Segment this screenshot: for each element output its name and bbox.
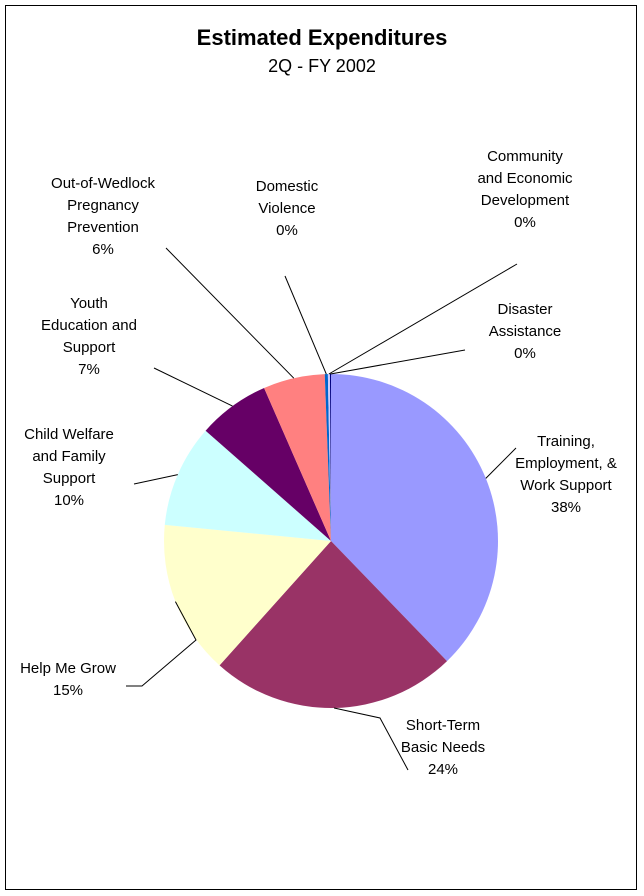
pie-slice <box>324 374 331 541</box>
slice-label: Community and Economic Development 0% <box>477 148 573 231</box>
slice-label-line: Assistance <box>489 323 562 340</box>
leader-line <box>153 367 233 407</box>
leader-line <box>330 349 466 375</box>
slice-label-line: Pregnancy <box>67 197 139 214</box>
slice-label-line: Domestic <box>256 178 319 195</box>
leader-line <box>284 275 327 375</box>
slice-label-line: Out-of-Wedlock <box>51 175 155 192</box>
pie-slice <box>327 374 331 541</box>
leader-line <box>485 447 517 479</box>
slice-label: Short-Term Basic Needs 24% <box>401 717 485 778</box>
slice-label-line: Help Me Grow <box>20 660 116 677</box>
slice-label-line: Child Welfare <box>24 426 114 443</box>
slice-value-label: 38% <box>551 499 581 516</box>
slice-value-label: 7% <box>78 361 100 378</box>
slice-label: Domestic Violence 0% <box>256 178 319 239</box>
leader-line <box>126 601 197 687</box>
slice-label-line: Violence <box>258 200 315 217</box>
pie-slice <box>205 387 331 541</box>
slice-label-line: Training, <box>537 433 595 450</box>
slice-label-line: Support <box>63 339 116 356</box>
slice-value-label: 0% <box>514 345 536 362</box>
slice-label: Child Welfare and Family Support 10% <box>24 426 114 509</box>
slice-value-label: 0% <box>276 222 298 239</box>
slice-label: Training, Employment, & Work Support 38% <box>515 433 617 516</box>
pie-slice <box>264 374 331 541</box>
slice-label-line: Basic Needs <box>401 739 485 756</box>
slice-label-line: Prevention <box>67 219 139 236</box>
slice-value-label: 10% <box>54 492 84 509</box>
slice-label-line: Short-Term <box>406 717 480 734</box>
slice-label-line: and Family <box>32 448 106 465</box>
slice-label: Out-of-Wedlock Pregnancy Prevention 6% <box>51 175 155 258</box>
leader-line <box>165 247 295 379</box>
pie-slice <box>163 524 331 666</box>
slice-label-line: Support <box>43 470 96 487</box>
slice-label-line: and Economic <box>477 170 573 187</box>
slice-value-label: 0% <box>514 214 536 231</box>
slice-value-label: 24% <box>428 761 458 778</box>
chart-subtitle: 2Q - FY 2002 <box>268 56 376 76</box>
slice-value-label: 6% <box>92 241 114 258</box>
slice-label-line: Education and <box>41 317 137 334</box>
pie-slice <box>329 373 331 541</box>
pie-slice <box>331 374 499 662</box>
pie-slice <box>164 430 331 541</box>
chart-title: Estimated Expenditures <box>197 25 448 50</box>
slice-label: Help Me Grow 15% <box>20 660 116 699</box>
leader-line <box>133 474 178 485</box>
slice-label-line: Work Support <box>520 477 612 494</box>
slice-label-line: Development <box>481 192 570 209</box>
slice-label-line: Employment, & <box>515 455 617 472</box>
leader-line <box>328 263 518 375</box>
slice-label-line: Community <box>487 148 563 165</box>
slice-label: Disaster Assistance 0% <box>489 301 562 362</box>
slice-label-line: Disaster <box>497 301 552 318</box>
slice-label-line: Youth <box>70 295 108 312</box>
leader-line <box>333 707 409 771</box>
slice-label: Youth Education and Support 7% <box>41 295 137 378</box>
slice-value-label: 15% <box>53 682 83 699</box>
pie-slice <box>219 541 448 708</box>
